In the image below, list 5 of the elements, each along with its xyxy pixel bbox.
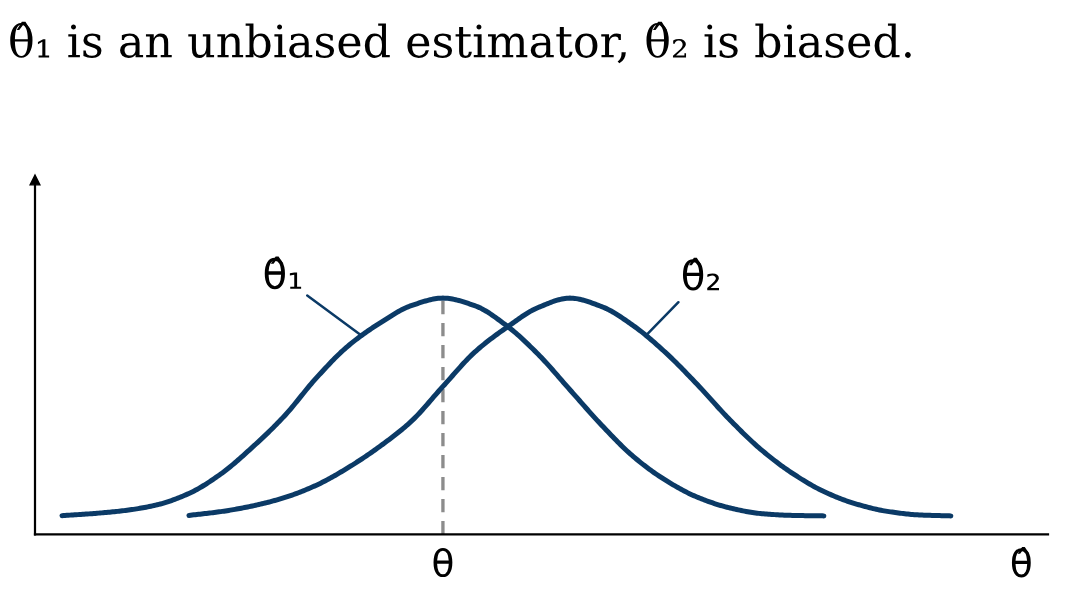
text: θ xyxy=(433,547,453,578)
series-label: θ̂₂ xyxy=(682,257,720,291)
x-axis-title: θ̂ xyxy=(1011,546,1031,578)
chart-title: θ̂₁ is an unbiased estimator, θ̂₂ is biased. xyxy=(10,21,911,64)
series-label: θ̂₁ xyxy=(264,256,302,290)
